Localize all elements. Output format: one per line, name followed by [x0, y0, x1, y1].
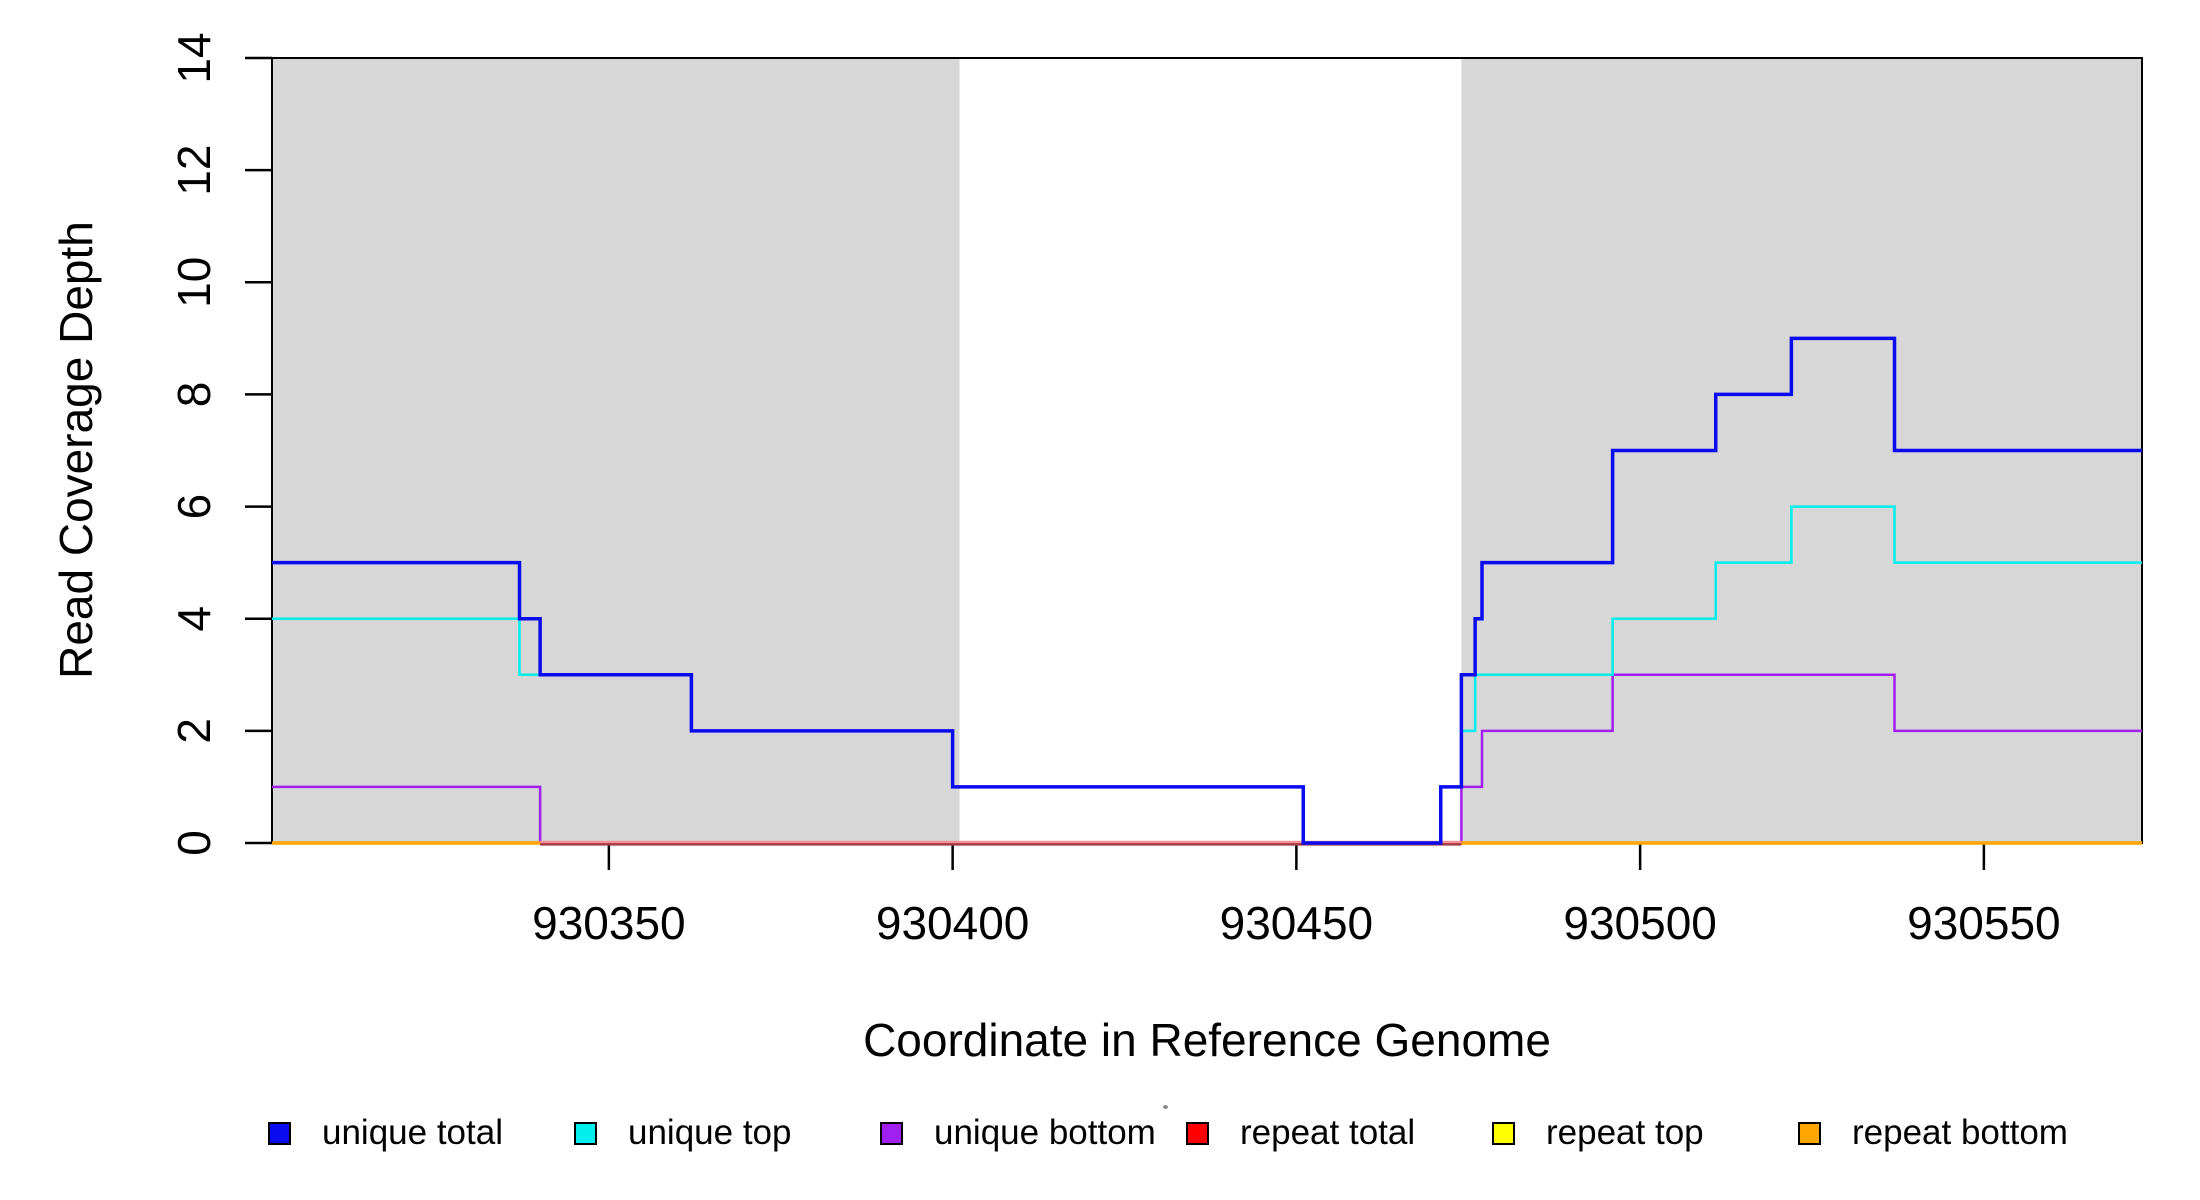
- y-axis-title: Read Coverage Depth: [50, 221, 102, 679]
- y-tick-label: 2: [168, 718, 220, 744]
- y-tick-label: 14: [168, 32, 220, 83]
- x-tick-label: 930500: [1563, 897, 1717, 949]
- x-axis-title: Coordinate in Reference Genome: [863, 1014, 1551, 1066]
- y-tick-label: 8: [168, 382, 220, 408]
- x-tick-label: 930450: [1220, 897, 1374, 949]
- series-unique-total: [272, 336, 2142, 845]
- x-tick-label: 930550: [1907, 897, 2061, 949]
- repeat-region-left: [272, 58, 960, 843]
- series-unique-bottom: [272, 673, 2142, 845]
- y-tick-label: 0: [168, 830, 220, 856]
- y-tick-label: 4: [168, 606, 220, 632]
- x-tick-label: 930350: [532, 897, 686, 949]
- x-tick-label: 930400: [876, 897, 1030, 949]
- y-tick-label: 6: [168, 494, 220, 520]
- y-tick-label: 10: [168, 257, 220, 308]
- y-tick-label: 12: [168, 145, 220, 196]
- stray-dot-artifact: [1163, 1105, 1168, 1109]
